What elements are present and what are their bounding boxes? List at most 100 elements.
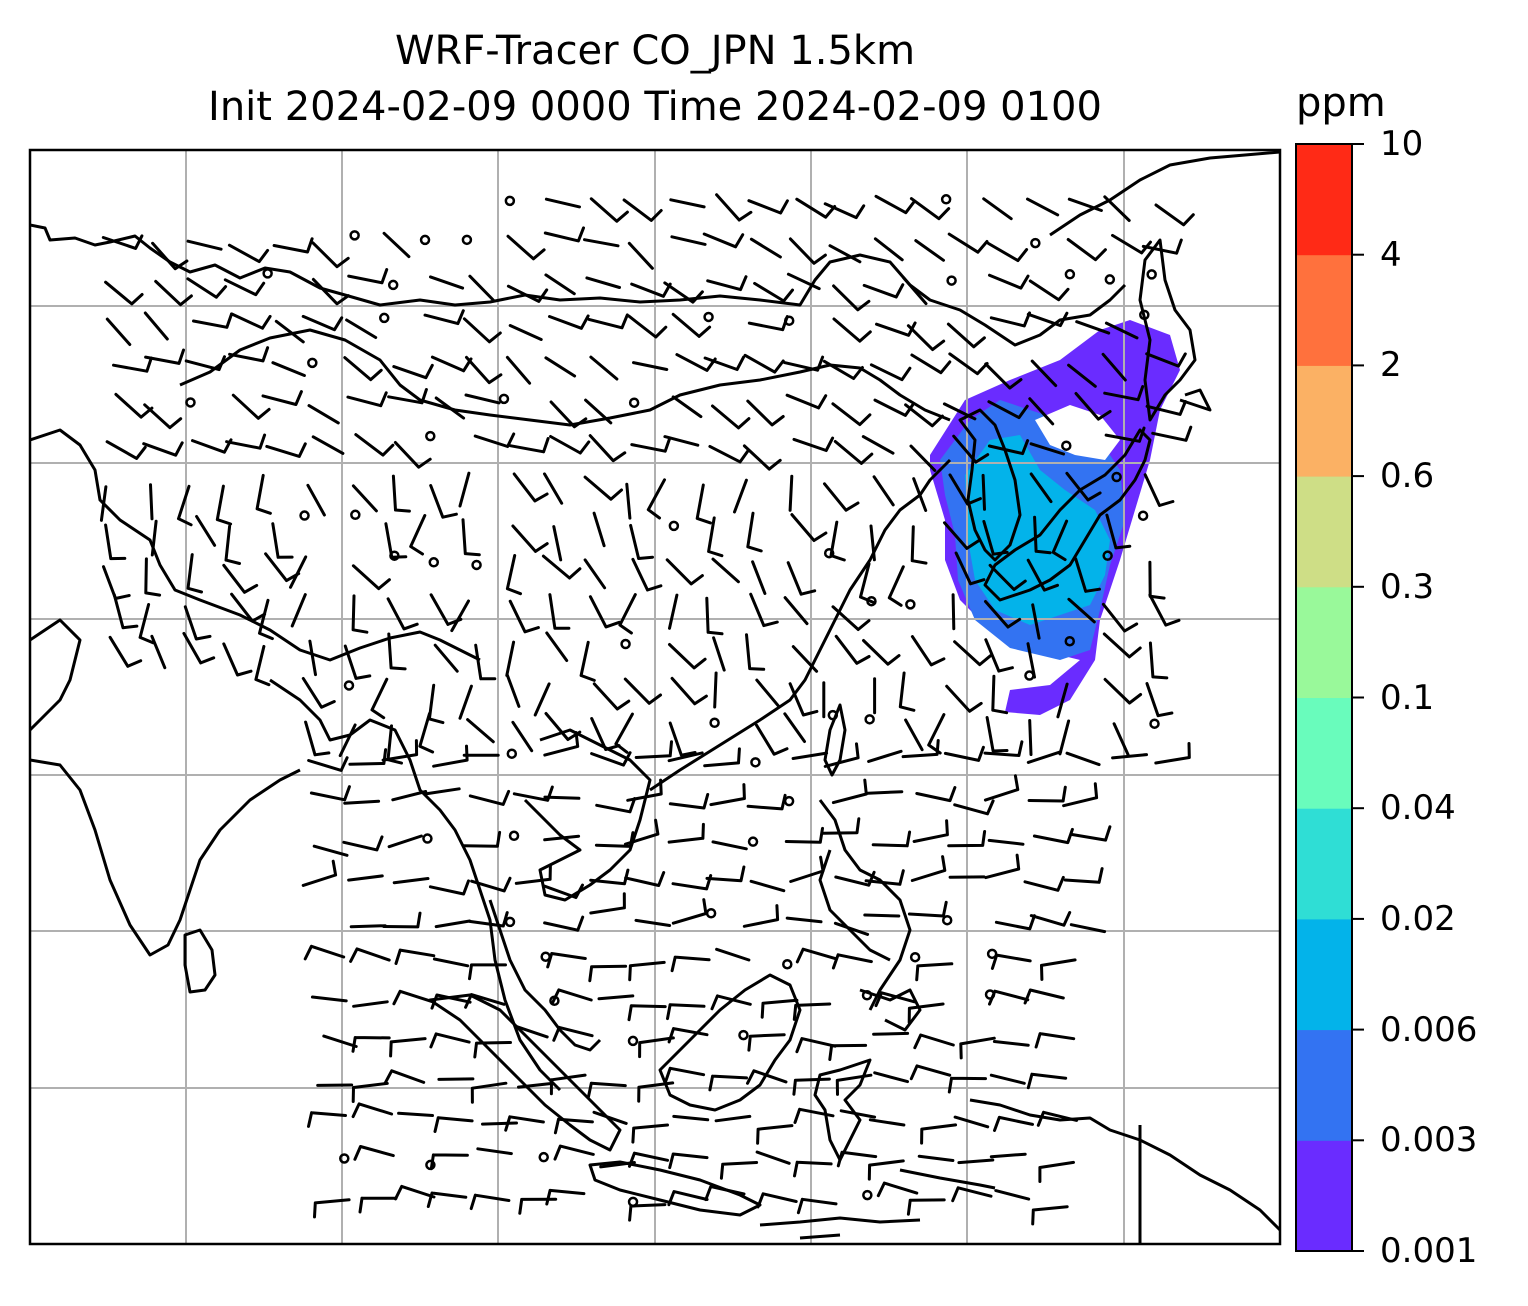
wind-barb — [271, 522, 294, 559]
wind-barb — [458, 684, 473, 720]
wind-barb — [1067, 597, 1096, 624]
wind-barb — [346, 391, 388, 408]
wind-barb — [308, 639, 317, 677]
wind-barb — [946, 322, 986, 349]
wind-barb — [224, 524, 241, 565]
wind-barb — [271, 361, 306, 377]
borneo — [658, 973, 802, 1112]
wind-barb — [142, 441, 184, 457]
wind-barb — [1031, 603, 1041, 640]
wind-barb — [261, 390, 303, 406]
wind-barb — [1065, 751, 1101, 767]
wind-barb — [312, 844, 349, 857]
wind-barb — [988, 563, 1027, 591]
wind-barb — [343, 644, 372, 680]
wind-barb — [713, 671, 718, 709]
wind-barb — [481, 1121, 518, 1126]
wind-barb-calm — [185, 397, 196, 408]
wind-barb-calm — [940, 194, 952, 205]
wind-barb — [712, 636, 726, 672]
wind-barb-calm — [422, 833, 433, 844]
wind-barb — [628, 960, 666, 982]
wind-barb — [144, 557, 162, 597]
wind-barb — [215, 484, 233, 526]
wind-barb — [1066, 238, 1107, 262]
wind-barb-calm — [425, 430, 436, 442]
wind-barb — [907, 1002, 945, 1024]
wind-barb — [910, 635, 946, 667]
wind-barb — [622, 198, 663, 222]
wind-barb — [311, 277, 350, 306]
colorbar-tick-label: 0.04 — [1380, 788, 1456, 829]
wind-barb — [177, 484, 193, 527]
wind-barb — [715, 947, 751, 962]
wind-barb — [988, 989, 1030, 1006]
wind-barb — [353, 1145, 395, 1161]
wind-barb — [265, 442, 307, 458]
wind-barb — [592, 511, 606, 548]
wind-barb-calm — [823, 547, 835, 559]
wind-barb — [711, 557, 740, 584]
wind-barb — [592, 1110, 628, 1125]
wind-barb — [755, 678, 781, 708]
wind-barb — [746, 511, 763, 553]
wind-barb — [836, 1150, 878, 1168]
wind-barb — [544, 712, 582, 741]
wind-barb-calm — [1111, 471, 1122, 483]
wind-barb — [706, 275, 748, 292]
wind-barb — [149, 483, 154, 521]
wind-barb — [104, 523, 127, 561]
wind-barb — [108, 635, 143, 668]
wind-barb — [358, 1196, 398, 1214]
wind-barb — [862, 283, 905, 299]
wind-barb — [433, 1116, 474, 1133]
wind-barb — [990, 953, 1032, 970]
wind-barb — [823, 482, 860, 512]
wind-barb — [671, 898, 708, 925]
wind-barb — [409, 514, 427, 556]
wind-barb — [465, 355, 503, 385]
wind-barb-calm — [538, 1151, 549, 1163]
wind-barb — [1154, 203, 1195, 227]
wind-barb — [667, 1190, 709, 1207]
wind-barb — [1051, 519, 1069, 562]
wind-barb — [874, 194, 916, 215]
wind-barb — [985, 716, 1009, 753]
wind-barb — [506, 284, 549, 303]
wind-barb — [227, 243, 270, 264]
wind-barb — [506, 234, 546, 261]
colorbar-tick-label: 2 — [1380, 345, 1402, 386]
wind-barb — [627, 241, 654, 270]
wind-barb — [541, 554, 582, 580]
wind-barb-calm — [1149, 718, 1160, 729]
wind-barb-calm — [1064, 269, 1076, 280]
wind-barb-calm — [861, 990, 873, 1001]
wind-barb — [788, 682, 819, 717]
wind-barb — [307, 1111, 347, 1128]
wind-barb — [222, 563, 259, 594]
sulawesi — [813, 1058, 872, 1162]
wind-barb — [912, 819, 949, 843]
wind-barb-calm — [709, 717, 720, 729]
wind-barb — [756, 1192, 798, 1209]
wind-barb — [788, 237, 827, 265]
colorbar-tick-label: 0.1 — [1380, 677, 1435, 718]
wind-barb — [1031, 1205, 1069, 1226]
wind-barb — [589, 197, 629, 223]
wind-barb — [792, 1002, 832, 1021]
wind-barb — [623, 677, 662, 705]
wind-barb-calm — [339, 1153, 350, 1164]
wind-barb — [432, 744, 469, 768]
wind-barb — [382, 911, 422, 929]
wind-barb — [954, 551, 986, 586]
wind-barb — [186, 277, 228, 299]
wind-barb — [873, 237, 904, 262]
wind-barb — [583, 475, 623, 501]
wind-barb — [432, 957, 470, 968]
wind-barb — [987, 838, 1025, 846]
wind-barb — [543, 731, 580, 757]
wind-barb — [709, 783, 746, 807]
wind-barb — [392, 989, 434, 1006]
wind-barb — [869, 524, 876, 562]
wind-barb — [429, 1032, 471, 1049]
